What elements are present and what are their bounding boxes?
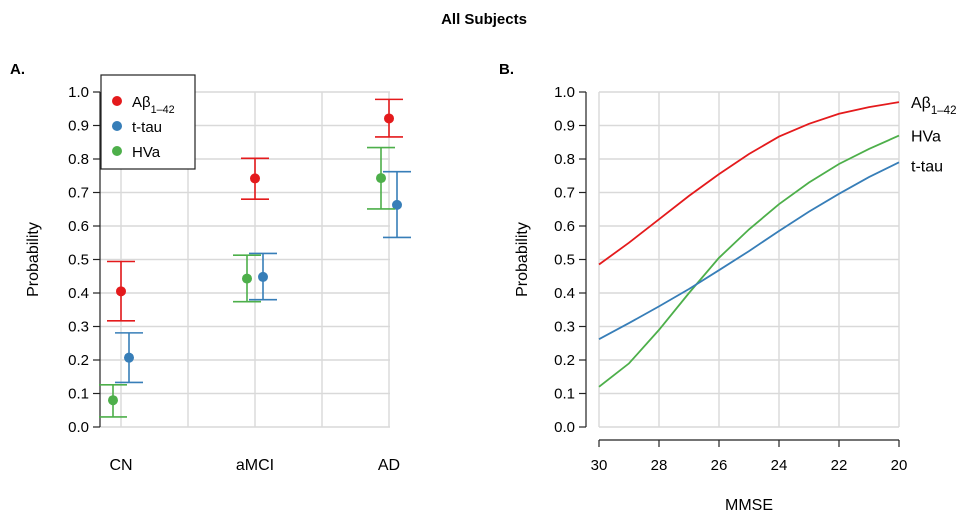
panel-a: A. 0.0 0.1 0.2 0.3 0.4 0.5 0.6 0.7 0.8 0.9 1.0 Proba…: [10, 61, 411, 474]
y-tick-label: 0.2: [554, 352, 575, 369]
legend-marker: [112, 121, 122, 131]
legend-label: HVa: [132, 144, 161, 161]
y-tick-label: 0.4: [68, 285, 89, 302]
y-tick-label: 1.0: [554, 84, 575, 101]
series-line: [598, 161, 900, 340]
data-point: [124, 352, 134, 363]
series-end-label: HVa: [911, 129, 941, 146]
data-point: [258, 271, 268, 282]
y-tick-label: 0.0: [554, 419, 575, 436]
x-tick-label: 20: [891, 457, 908, 474]
y-tick-label: 0.8: [554, 151, 575, 168]
data-point: [384, 113, 394, 124]
x-tick-label: 28: [651, 457, 668, 474]
x-axis-label: MMSE: [725, 497, 773, 514]
y-tick-label: 0.7: [68, 185, 89, 202]
y-tick-label: 0.4: [554, 285, 575, 302]
y-tick-label: 0.5: [68, 252, 89, 269]
panel-label: B.: [499, 61, 514, 78]
y-tick-label: 0.6: [554, 218, 575, 235]
x-tick-label: CN: [109, 457, 132, 474]
y-axis-label: Probability: [514, 222, 531, 297]
legend-marker: [112, 146, 122, 156]
y-tick-label: 1.0: [68, 84, 89, 101]
panel-label: A.: [10, 61, 25, 78]
data-point: [108, 395, 118, 406]
series-line: [598, 101, 900, 266]
series-end-label: t-tau: [911, 159, 943, 176]
y-tick-label: 0.5: [554, 252, 575, 269]
data-point: [242, 273, 252, 284]
y-tick-label: 0.6: [68, 218, 89, 235]
figure-title: All Subjects: [441, 11, 527, 28]
y-tick-label: 0.8: [68, 151, 89, 168]
y-tick-label: 0.9: [68, 118, 89, 135]
x-tick-label: aMCI: [236, 457, 274, 474]
data-point: [376, 173, 386, 184]
legend-label: t-tau: [132, 119, 162, 136]
y-tick-label: 0.3: [68, 319, 89, 336]
x-tick-label: 30: [591, 457, 608, 474]
y-tick-label: 0.1: [68, 386, 89, 403]
series-end-label: Aβ1–42: [911, 95, 957, 117]
x-tick-label: 26: [711, 457, 728, 474]
legend-marker: [112, 96, 122, 106]
y-tick-label: 0.0: [68, 419, 89, 436]
y-tick-label: 0.2: [68, 352, 89, 369]
y-tick-label: 0.3: [554, 319, 575, 336]
y-axis-label: Probability: [25, 222, 42, 297]
data-point: [392, 199, 402, 210]
y-tick-label: 0.1: [554, 386, 575, 403]
series-line: [598, 134, 900, 388]
data-point: [250, 173, 260, 184]
y-tick-label: 0.7: [554, 185, 575, 202]
panel-b: B. 30 28 26 24 22 20 MMSE 0.0 0.1 0.2 0.3 0.4 0.5 0.6 0…: [499, 61, 957, 514]
x-tick-label: 22: [831, 457, 848, 474]
y-tick-label: 0.9: [554, 118, 575, 135]
x-tick-label: 24: [771, 457, 788, 474]
data-point: [116, 286, 126, 297]
x-tick-label: AD: [378, 457, 400, 474]
